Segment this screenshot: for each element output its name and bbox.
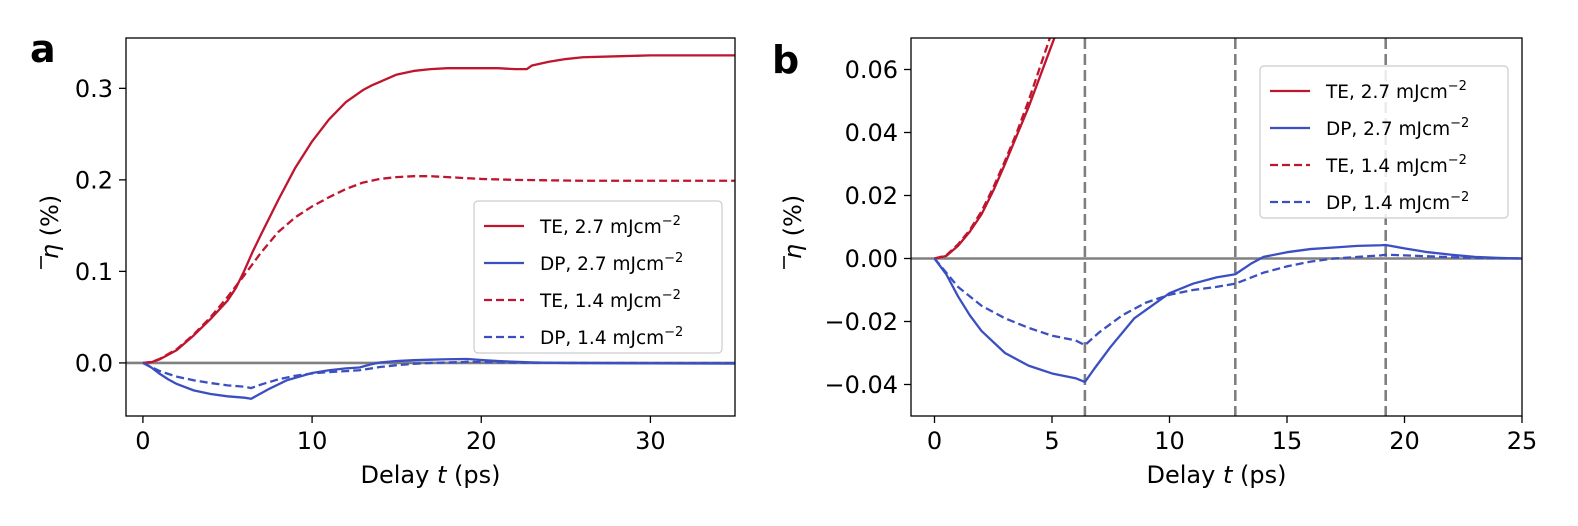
x-label-text-a: Delay [361,461,437,489]
panel-a: a 0 10 20 30 0.0 0.1 0.2 0.3 Delay t (ps) η (%)… [30,27,736,489]
x-label-unit-b: (ps) [1232,461,1286,489]
y-label-unit-b: (%) [779,195,807,244]
axes-frame-b [910,37,1523,417]
panel-letter-b: b [772,38,799,82]
legend-label-a-3: DP, 1.4 mJcm−2 [540,325,683,349]
x-tick-label-b-0: 0 [927,427,942,455]
y-tick-label-b-1: −0.02 [824,308,898,336]
x-tick-label-a-3: 30 [635,427,666,455]
plot-area-b [911,38,1522,416]
y-label-unit-a: (%) [36,195,64,244]
x-tick-label-b-2: 10 [1154,427,1185,455]
series-line-b-2 [934,38,1052,260]
series-line-b-1 [933,243,1522,384]
x-tick-label-b-3: 15 [1272,427,1303,455]
x-axis-label-b: Delay t (ps) [1147,461,1287,489]
series-line-a-1 [142,357,735,400]
y-tick-label-b-3: 0.02 [845,182,898,210]
y-axis-label-a: η (%) [36,195,64,269]
y-tick-label-a-3: 0.3 [75,75,113,103]
x-tick-label-b-1: 5 [1044,427,1059,455]
y-label-symbol-b: η [779,244,807,259]
y-tick-label-b-2: 0.00 [845,245,898,273]
series-line-a-0 [142,54,735,365]
legend-label-a-0: TE, 2.7 mJcm−2 [539,214,681,238]
legend-label-a-1: DP, 2.7 mJcm−2 [540,251,683,275]
x-label-var-b: t [1223,461,1234,489]
legend-label-b-2: TE, 1.4 mJcm−2 [1325,153,1467,177]
legend-b: TE, 2.7 mJcm−2 DP, 2.7 mJcm−2 TE, 1.4 mJcm… [1259,65,1509,219]
legend-label-b-3: DP, 1.4 mJcm−2 [1326,190,1469,214]
x-label-unit-a: (ps) [446,461,500,489]
panel-b: b 0 5 10 15 20 25 −0.04 −0.02 0.00 0.02 0.04 0.06 D… [772,37,1537,489]
legend-box-b [1259,65,1509,219]
series-line-b-0 [934,38,1056,260]
legend-box-a [473,200,723,354]
x-tick-label-b-5: 25 [1507,427,1538,455]
y-tick-label-b-0: −0.04 [824,371,898,399]
ticks-b: 0 5 10 15 20 25 −0.04 −0.02 0.00 0.02 0.04 0.06 [824,56,1537,455]
x-label-text-b: Delay [1147,461,1223,489]
legend-a: TE, 2.7 mJcm−2 DP, 2.7 mJcm−2 TE, 1.4 mJcm… [473,200,723,354]
series-line-a-3 [142,360,735,390]
y-tick-label-a-1: 0.1 [75,258,113,286]
svg-text:η (%): η (%) [36,195,64,259]
ticks-a: 0 10 20 30 0.0 0.1 0.2 0.3 [75,75,666,455]
plot-area-a [126,54,735,400]
y-tick-label-a-0: 0.0 [75,349,113,377]
x-tick-label-a-0: 0 [135,427,150,455]
x-axis-label-a: Delay t (ps) [361,461,501,489]
svg-text:η (%): η (%) [779,195,807,259]
series-line-b-3 [933,253,1522,347]
series-line-a-2 [142,175,735,365]
x-tick-label-a-1: 10 [297,427,328,455]
x-label-var-a: t [437,461,448,489]
y-tick-label-a-2: 0.2 [75,166,113,194]
axes-frame-a [125,37,736,417]
y-label-symbol-a: η [36,244,64,259]
y-tick-label-b-5: 0.06 [845,56,898,84]
legend-label-b-1: DP, 2.7 mJcm−2 [1326,116,1469,140]
y-axis-label-b: η (%) [779,195,807,269]
panel-letter-a: a [30,27,56,71]
x-tick-label-a-2: 20 [466,427,497,455]
legend-label-b-0: TE, 2.7 mJcm−2 [1325,79,1467,103]
y-tick-label-b-4: 0.04 [845,119,898,147]
legend-label-a-2: TE, 1.4 mJcm−2 [539,288,681,312]
x-tick-label-b-4: 20 [1389,427,1420,455]
